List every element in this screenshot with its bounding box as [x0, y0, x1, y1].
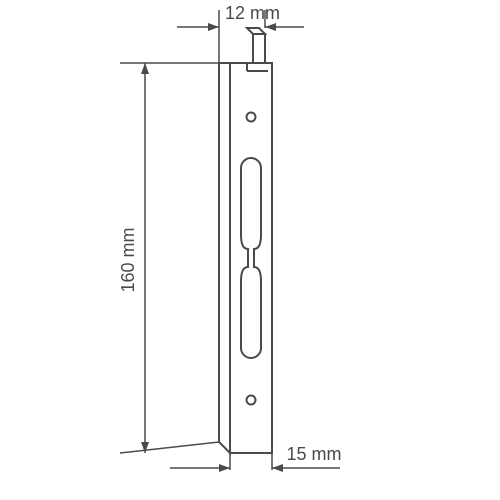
screw-hole-bottom: [247, 396, 256, 405]
side-face: [219, 63, 230, 453]
dim-label-bottom: 15 mm: [286, 444, 341, 464]
bolt-top: [247, 28, 265, 34]
arrowhead: [219, 464, 230, 472]
arrowhead: [272, 464, 283, 472]
arrowhead: [265, 23, 276, 31]
ext-line: [120, 442, 219, 453]
dim-label-top: 12 mm: [225, 3, 280, 23]
dim-label-height: 160 mm: [118, 227, 138, 292]
arrowhead: [141, 442, 149, 453]
bolt-pin: [253, 34, 265, 63]
arrowhead: [141, 63, 149, 74]
screw-hole-top: [247, 113, 256, 122]
lever-slot: [241, 158, 261, 358]
arrowhead: [208, 23, 219, 31]
